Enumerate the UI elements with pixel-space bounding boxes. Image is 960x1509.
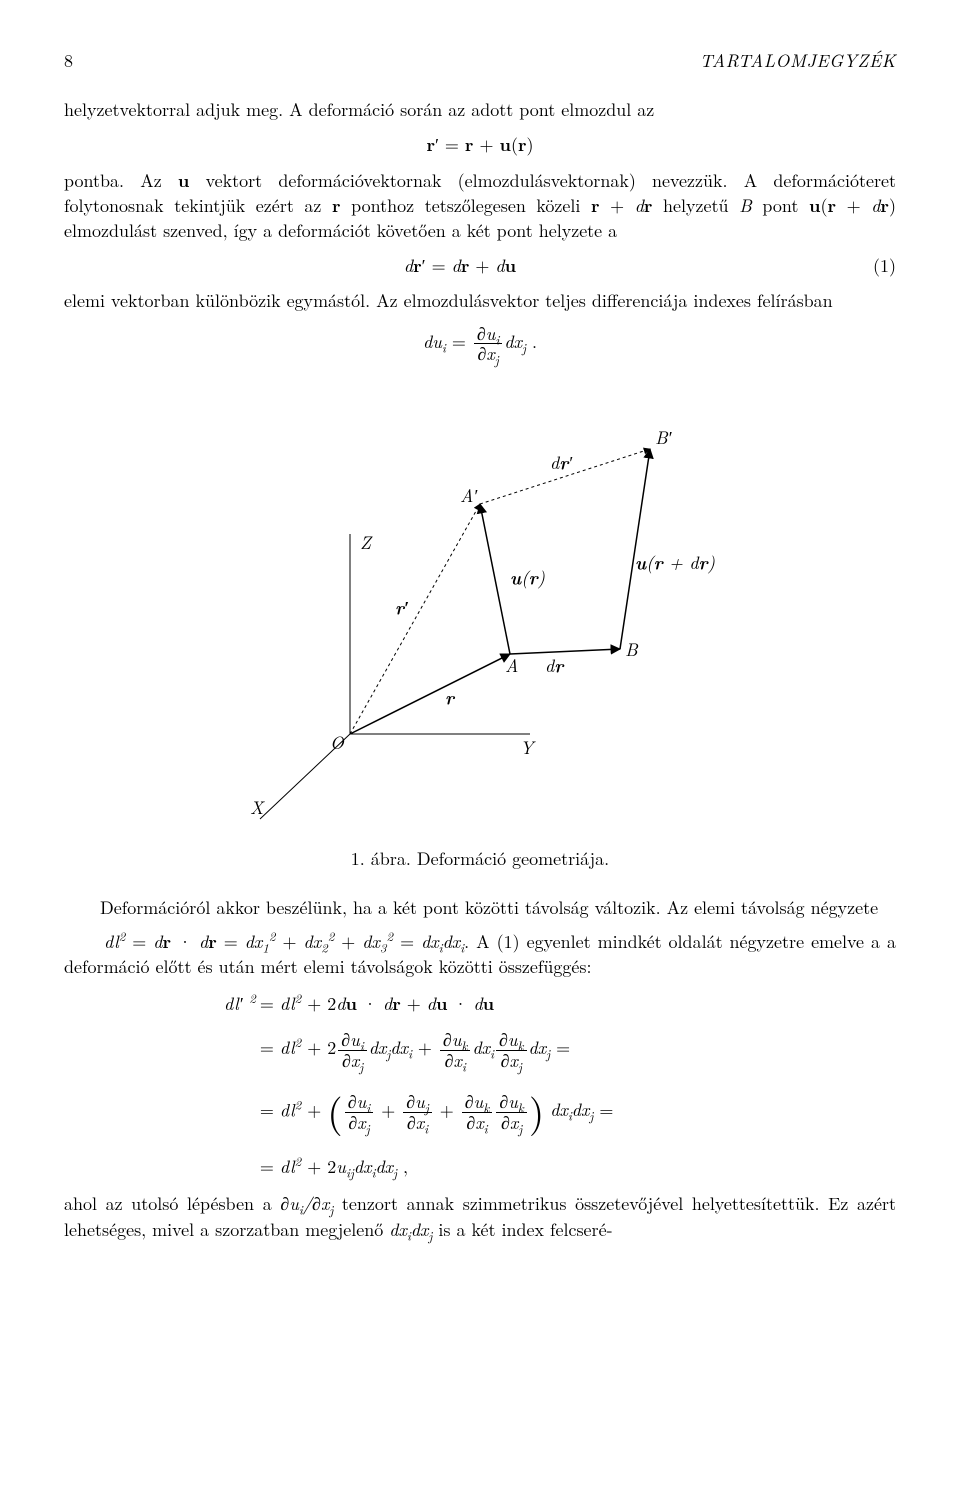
paragraph-1: helyzetvektorral adjuk meg. A deformáció… — [64, 97, 896, 122]
vector-dr-label: dr — [545, 651, 565, 678]
axis-label-x: X — [250, 795, 265, 820]
paragraph-5: ahol az utolsó lépésben a ∂ui/∂xj tenzor… — [64, 1191, 896, 1241]
axis-label-z: Z — [360, 530, 373, 555]
running-head: TARTALOMJEGYZÉK — [700, 48, 896, 73]
paragraph-4a: Deformációról akkor beszélünk, ha a két … — [64, 895, 896, 920]
vector-r-label: r — [445, 683, 456, 710]
paragraph-4b: dl2 = dr · dr = dx12 + dx22 + dx32 = dxi… — [64, 929, 896, 979]
figure-1-caption: 1. ábra. Deformáció geometriája. — [64, 846, 896, 871]
equation-rprime: r′ = r + u(r) — [64, 132, 896, 157]
point-aprime-label: A′ — [460, 483, 478, 508]
equation-dui: dui = ∂ui∂xjdxj . — [64, 324, 896, 365]
vector-drprime-label: dr′ — [550, 448, 573, 475]
equation-1: dr′ = dr + du (1) — [64, 253, 896, 278]
vector-urdr-label: u(r + dr) — [635, 548, 715, 575]
vector-ur-label: u(r) — [510, 563, 545, 590]
point-a-label: A — [505, 653, 518, 678]
figure-1-deformation-geometry: X Y Z O r r′ A dr B u(r) A′ u(r + dr) B′… — [64, 394, 896, 830]
axis-label-y: Y — [520, 735, 536, 760]
page-header: 8 TARTALOMJEGYZÉK — [64, 48, 896, 73]
point-b-label: B — [625, 637, 639, 662]
vector-rprime-label: r′ — [395, 593, 409, 620]
paragraph-3: elemi vektorban különbözik egymástól. Az… — [64, 288, 896, 313]
page-number: 8 — [64, 48, 73, 73]
point-bprime-label: B′ — [655, 425, 673, 450]
origin-label: O — [330, 730, 345, 755]
derivation-block: dl′ 2 = dl2 + 2du · dr + du · du = dl2 +… — [224, 991, 896, 1179]
paragraph-2: pontba. Az u vektort deformációvektornak… — [64, 168, 896, 244]
equation-number-1: (1) — [856, 253, 896, 278]
